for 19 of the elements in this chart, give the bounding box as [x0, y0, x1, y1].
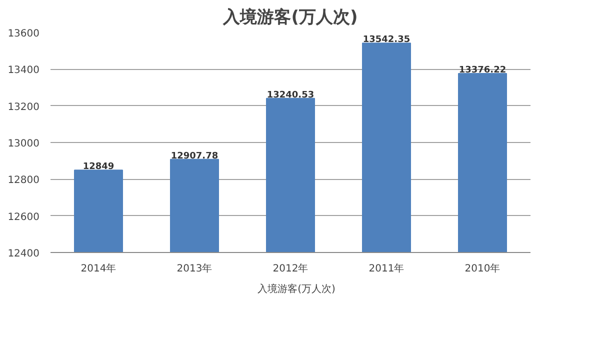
- y-tick-label: 12800: [8, 175, 40, 186]
- y-tick-label: 13200: [8, 102, 40, 113]
- x-tick-label: 2013年: [176, 262, 212, 274]
- x-tick-label: 2011年: [368, 262, 404, 274]
- y-tick-label: 13400: [8, 65, 40, 76]
- y-tick-label: 13600: [8, 28, 40, 40]
- y-tick-label: 12400: [8, 248, 40, 260]
- x-tick-label: 2014年: [80, 262, 116, 274]
- x-tick-label: 2012年: [272, 262, 308, 274]
- y-tick-label: 13000: [8, 138, 40, 150]
- text: 13542.35: [362, 35, 410, 46]
- text: 13376.22: [458, 66, 506, 76]
- y-tick-label: 12600: [8, 212, 40, 223]
- text: 入境游客(万人次): [258, 282, 336, 296]
- x-tick-label: 2010年: [464, 262, 500, 274]
- text: 13240.53: [266, 90, 314, 100]
- text: 12907.78: [170, 151, 218, 162]
- text: 12849: [82, 162, 114, 172]
- chart-title: 入境游客(万人次): [222, 8, 358, 28]
